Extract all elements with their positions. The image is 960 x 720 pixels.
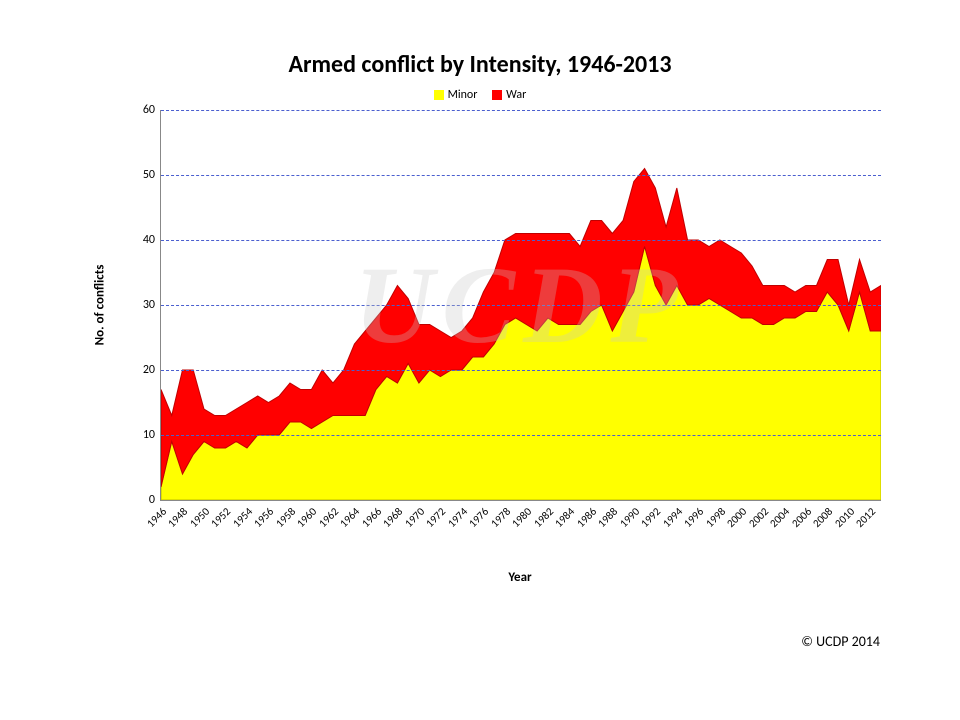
page: Armed conflict by Intensity, 1946-2013 M…	[0, 0, 960, 720]
x-tick-label: 1948	[166, 505, 191, 530]
legend-swatch-minor-icon	[434, 90, 444, 100]
y-tick-label: 50	[115, 168, 155, 182]
x-tick-label: 1974	[445, 505, 470, 530]
legend-item-war: War	[492, 88, 526, 102]
x-tick-label: 1958	[273, 505, 298, 530]
x-tick-label: 2010	[832, 505, 857, 530]
x-tick-label: 1956	[252, 505, 277, 530]
legend-item-minor: Minor	[434, 88, 478, 102]
x-tick-label: 1954	[230, 505, 255, 530]
x-tick-label: 1964	[338, 505, 363, 530]
x-tick-label: 1992	[639, 505, 664, 530]
x-tick-label: 1962	[316, 505, 341, 530]
x-tick-label: 2000	[725, 505, 750, 530]
y-tick-label: 10	[115, 428, 155, 442]
y-gridline	[161, 305, 881, 306]
x-tick-label: 1994	[660, 505, 685, 530]
x-tick-label: 1982	[531, 505, 556, 530]
legend-label-war: War	[506, 88, 526, 102]
x-tick-label: 2012	[853, 505, 878, 530]
x-tick-label: 1986	[574, 505, 599, 530]
y-tick-label: 20	[115, 363, 155, 377]
x-tick-label: 1996	[682, 505, 707, 530]
x-tick-label: 1998	[703, 505, 728, 530]
x-tick-label: 1984	[553, 505, 578, 530]
y-tick-label: 30	[115, 298, 155, 312]
x-tick-label: 1972	[424, 505, 449, 530]
copyright-text: © UCDP 2014	[801, 633, 880, 650]
x-tick-label: 1980	[510, 505, 535, 530]
x-tick-label: 2006	[789, 505, 814, 530]
y-gridline	[161, 175, 881, 176]
chart-legend: Minor War	[0, 88, 960, 102]
x-tick-label: 1976	[467, 505, 492, 530]
chart-area: No. of conflicts UCDP Year 0102030405060…	[100, 110, 880, 600]
x-tick-label: 1952	[209, 505, 234, 530]
y-axis-label: No. of conflicts	[93, 265, 108, 346]
y-tick-label: 40	[115, 233, 155, 247]
plot-region	[160, 110, 881, 501]
y-gridline	[161, 240, 881, 241]
x-tick-label: 1978	[488, 505, 513, 530]
x-tick-label: 1950	[187, 505, 212, 530]
y-tick-label: 60	[115, 103, 155, 117]
x-tick-label: 1960	[295, 505, 320, 530]
x-axis-label: Year	[160, 570, 880, 585]
x-tick-label: 2002	[746, 505, 771, 530]
y-tick-label: 0	[115, 493, 155, 507]
chart-title: Armed conflict by Intensity, 1946-2013	[0, 50, 960, 79]
x-tick-label: 1988	[596, 505, 621, 530]
x-tick-label: 1990	[617, 505, 642, 530]
x-tick-label: 1946	[144, 505, 169, 530]
x-tick-label: 1966	[359, 505, 384, 530]
x-tick-label: 1968	[381, 505, 406, 530]
x-tick-label: 2004	[768, 505, 793, 530]
legend-label-minor: Minor	[448, 88, 478, 102]
x-tick-label: 1970	[402, 505, 427, 530]
y-gridline	[161, 110, 881, 111]
y-gridline	[161, 370, 881, 371]
y-gridline	[161, 435, 881, 436]
legend-swatch-war-icon	[492, 90, 502, 100]
x-tick-label: 2008	[810, 505, 835, 530]
